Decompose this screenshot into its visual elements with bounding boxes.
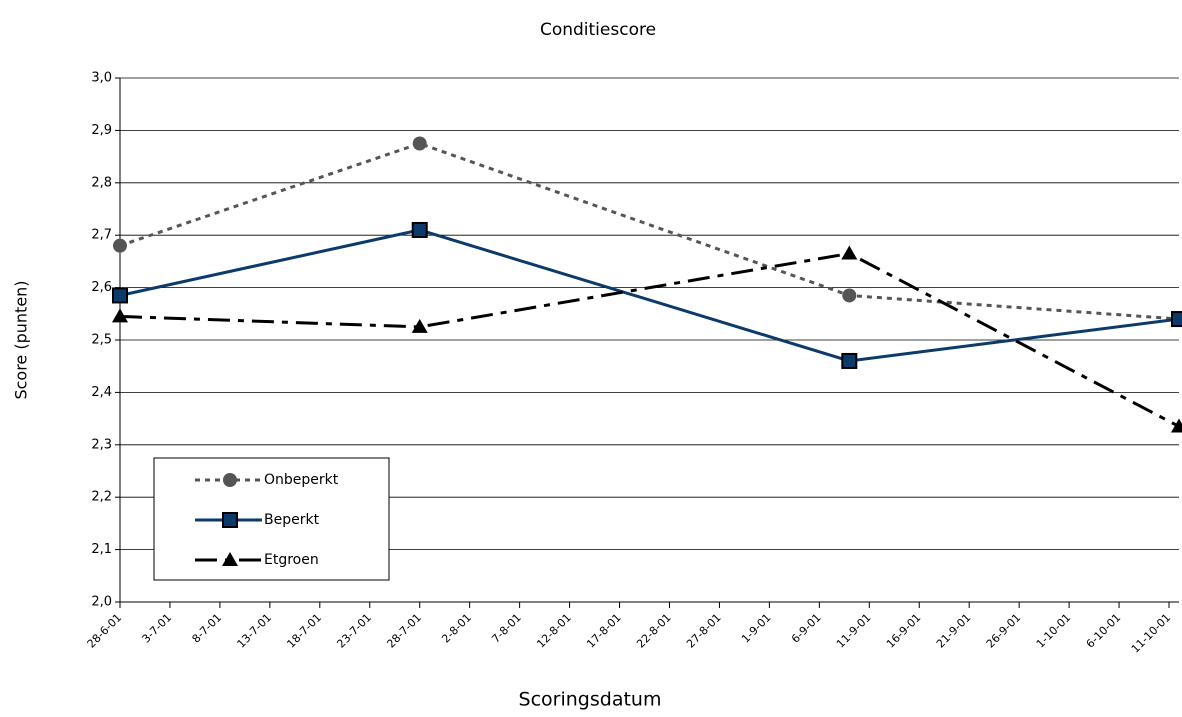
x-tick-label: 11-10-01 (1129, 611, 1174, 656)
y-tick-label: 2,1 (91, 542, 112, 557)
x-tick-label: 7-8-01 (489, 611, 524, 646)
x-tick-label: 3-7-01 (140, 611, 175, 646)
x-tick-label: 27-8-01 (684, 611, 724, 651)
x-tick-label: 13-7-01 (235, 611, 275, 651)
x-tick-label: 6-9-01 (789, 611, 824, 646)
legend-label: Etgroen (264, 552, 319, 568)
legend-box (153, 457, 390, 581)
x-tick-label: 18-7-01 (285, 611, 325, 651)
point (841, 352, 858, 369)
x-tick-label: 17-8-01 (584, 611, 624, 651)
y-tick-label: 2,3 (91, 437, 112, 452)
point (112, 287, 128, 304)
x-tick-label: 6-10-01 (1084, 611, 1124, 651)
point (112, 308, 128, 323)
point (1171, 311, 1182, 328)
x-tick-label: 1-9-01 (739, 611, 774, 646)
line (119, 141, 1180, 321)
point (411, 318, 428, 333)
point (113, 238, 127, 253)
legend-marker (222, 552, 238, 566)
point (412, 136, 427, 151)
x-tick-label: 21-9-01 (934, 611, 974, 651)
y-tick-label: 2,7 (91, 228, 112, 243)
point (411, 221, 428, 238)
y-tick-label: 2,9 (91, 123, 112, 138)
x-tick-label: 12-8-01 (534, 611, 574, 651)
point (842, 288, 857, 303)
chart-title: Conditiescore (540, 20, 656, 40)
y-tick-label: 2,5 (91, 333, 112, 348)
y-tick-label: 2,0 (91, 595, 112, 610)
x-tick-label: 1-10-01 (1034, 611, 1074, 651)
x-tick-label: 22-8-01 (634, 611, 674, 651)
y-tick-label: 2,6 (91, 280, 112, 295)
x-tick-label: 28-6-01 (85, 611, 125, 651)
legend-marker (223, 473, 237, 487)
y-tick-label: 2,8 (91, 175, 112, 190)
legend-label: Beperkt (264, 512, 320, 528)
y-tick-label: 2,4 (91, 385, 112, 400)
y-axis-label: Score (punten) (12, 280, 31, 399)
x-tick-label: 23-7-01 (334, 611, 374, 651)
legend: Onbeperkt Beperkt Etgroen (153, 457, 390, 581)
x-tick-label: 16-9-01 (884, 611, 924, 651)
y-tick-label: 2,2 (91, 490, 112, 505)
x-axis-label: Scoringsdatum (519, 689, 662, 711)
x-tick-label: 28-7-01 (384, 611, 424, 651)
legend-label: Onbeperkt (264, 472, 339, 488)
y-tick-label: 3,0 (91, 71, 112, 86)
x-tick-label: 11-9-01 (834, 611, 874, 651)
x-tick-label: 2-8-01 (439, 611, 474, 646)
point (1171, 418, 1182, 433)
line (119, 228, 1180, 363)
x-tick-label: 26-9-01 (984, 611, 1024, 651)
line (119, 251, 1180, 428)
legend-marker (222, 512, 238, 528)
point (841, 245, 858, 260)
x-tick-label: 8-7-01 (190, 611, 225, 646)
